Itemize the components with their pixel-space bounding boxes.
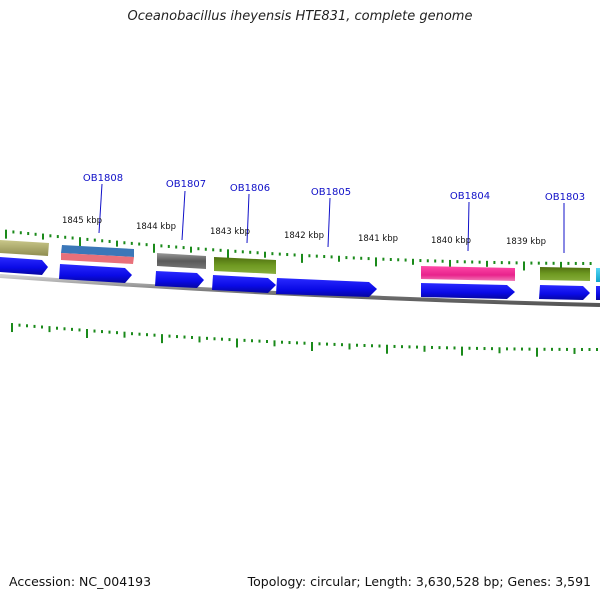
genome-summary: Topology: circular; Length: 3,630,528 bp…: [247, 574, 591, 589]
gene-label[interactable]: OB1806: [230, 183, 270, 194]
scale-label: 1843 kbp: [210, 227, 250, 237]
gene-labels: OB1808 OB1807 OB1806 OB1805 OB1804 OB180…: [83, 173, 585, 203]
feature-ob1809[interactable]: [0, 240, 49, 256]
cds-arrows: [0, 257, 600, 300]
feature-ob1806[interactable]: [214, 257, 276, 274]
leader-ob1805: [327, 197, 331, 248]
scale-ticks-upper: [5, 229, 592, 271]
gene-label[interactable]: OB1807: [166, 179, 206, 190]
feature-ob1807[interactable]: [157, 253, 206, 269]
scale-labels: 1845 kbp 1844 kbp 1843 kbp 1842 kbp 1841…: [62, 216, 546, 247]
scale-ticks-lower: [11, 323, 598, 357]
leader-ob1804: [467, 201, 470, 252]
feature-ob1808-bottom[interactable]: [61, 253, 134, 264]
scale-label: 1842 kbp: [284, 231, 324, 241]
cds-arrow[interactable]: [155, 271, 204, 288]
gene-label[interactable]: OB1804: [450, 191, 490, 202]
leader-ob1808: [98, 183, 103, 234]
scale-label: 1840 kbp: [431, 236, 471, 246]
gene-label[interactable]: OB1805: [311, 187, 351, 198]
cds-arrow[interactable]: [596, 286, 600, 300]
accession-label: Accession: NC_004193: [9, 574, 152, 589]
cds-arrow[interactable]: [276, 278, 377, 297]
scale-label: 1839 kbp: [506, 237, 546, 247]
gene-label[interactable]: OB1803: [545, 192, 585, 203]
leader-ob1806: [246, 193, 250, 244]
scale-label: 1841 kbp: [358, 234, 398, 244]
cds-arrow[interactable]: [212, 275, 276, 293]
cds-arrow[interactable]: [421, 283, 515, 299]
scale-label: 1844 kbp: [136, 222, 176, 232]
cds-arrow[interactable]: [539, 285, 590, 300]
leader-ob1807: [181, 190, 186, 241]
cds-arrow[interactable]: [59, 264, 132, 283]
cds-arrow[interactable]: [0, 257, 48, 275]
forward-features: [0, 240, 600, 282]
gene-label[interactable]: OB1808: [83, 173, 123, 184]
feature-ob1803[interactable]: [540, 267, 590, 281]
feature-next[interactable]: [596, 268, 600, 282]
feature-ob1804[interactable]: [421, 266, 515, 281]
gene-label-leaders: [98, 183, 565, 253]
scale-label: 1845 kbp: [62, 216, 102, 226]
genome-title: Oceanobacillus iheyensis HTE831, complet…: [127, 9, 473, 24]
